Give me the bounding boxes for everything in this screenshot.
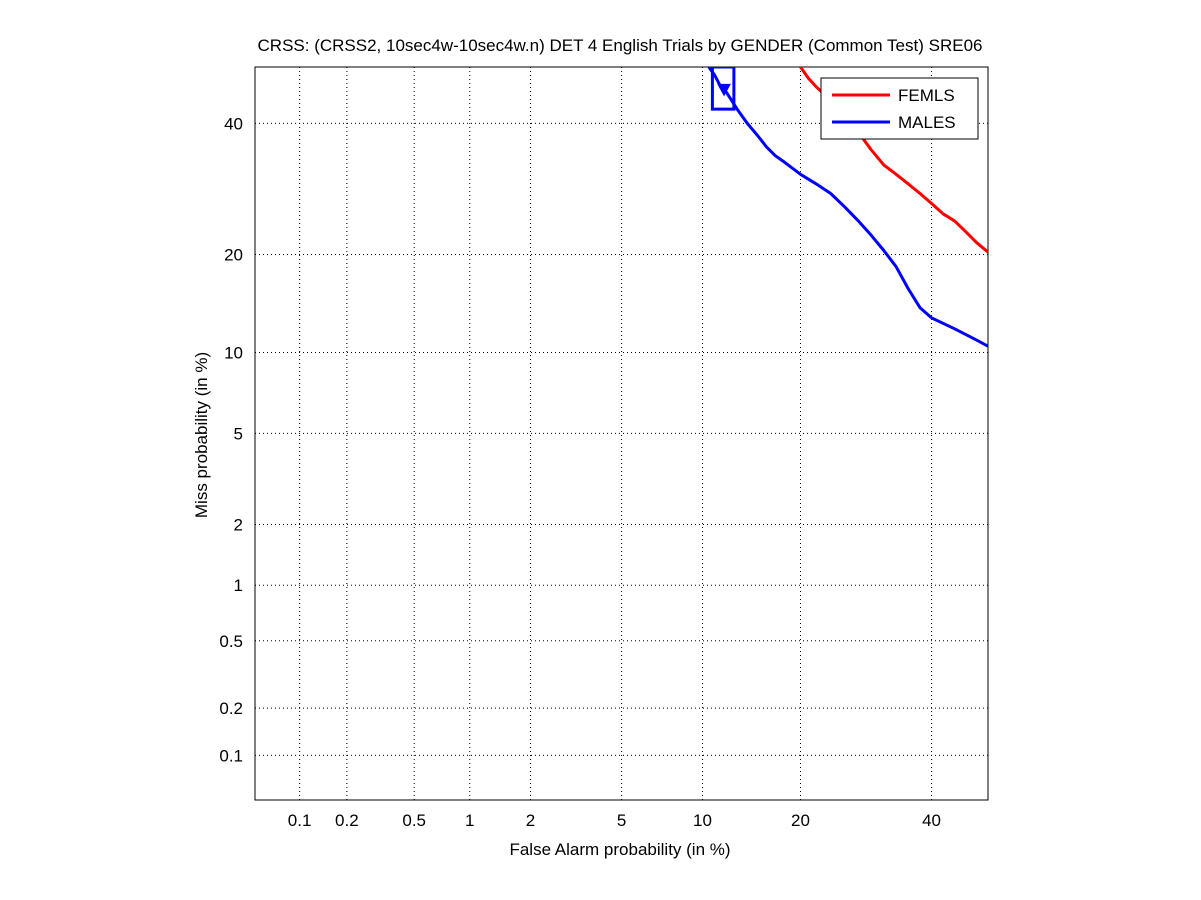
plot-area-frame	[254, 66, 989, 801]
y-tick-label: 5	[234, 424, 243, 443]
x-tick-label: 20	[791, 811, 810, 830]
y-tick-label: 10	[224, 343, 243, 362]
min-dcf-box	[710, 67, 736, 111]
x-tick-label: 0.2	[335, 811, 359, 830]
x-tick-label: 2	[526, 811, 535, 830]
y-tick-label: 2	[234, 515, 243, 534]
y-tick-label: 0.2	[219, 699, 243, 718]
x-tick-label: 0.5	[402, 811, 426, 830]
axis-ticks: 0.1 0.2 0.5 1 2 5 10 20 40 0.1 0.2 0.5 1 2 5 10 20 40	[219, 114, 941, 830]
legend-label-femls: FEMLS	[898, 86, 955, 105]
legend-label-males: MALES	[898, 113, 956, 132]
x-tick-label: 0.1	[288, 811, 312, 830]
y-tick-label: 40	[224, 114, 243, 133]
x-tick-label: 5	[617, 811, 626, 830]
x-tick-label: 10	[693, 811, 712, 830]
legend-box	[820, 77, 979, 140]
legend: FEMLS MALES	[820, 77, 979, 140]
x-tick-label: 1	[465, 811, 474, 830]
y-tick-label: 1	[234, 576, 243, 595]
eer-marker	[717, 83, 731, 97]
grid	[255, 67, 988, 800]
y-tick-label: 20	[224, 245, 243, 264]
chart-title: CRSS: (CRSS2, 10sec4w-10sec4w.n) DET 4 E…	[258, 36, 983, 55]
x-tick-label: 40	[922, 811, 941, 830]
x-axis-label: False Alarm probability (in %)	[509, 840, 730, 859]
y-tick-label: 0.1	[219, 746, 243, 765]
y-axis-label: Miss probability (in %)	[192, 352, 211, 518]
y-tick-label: 0.5	[219, 632, 243, 651]
